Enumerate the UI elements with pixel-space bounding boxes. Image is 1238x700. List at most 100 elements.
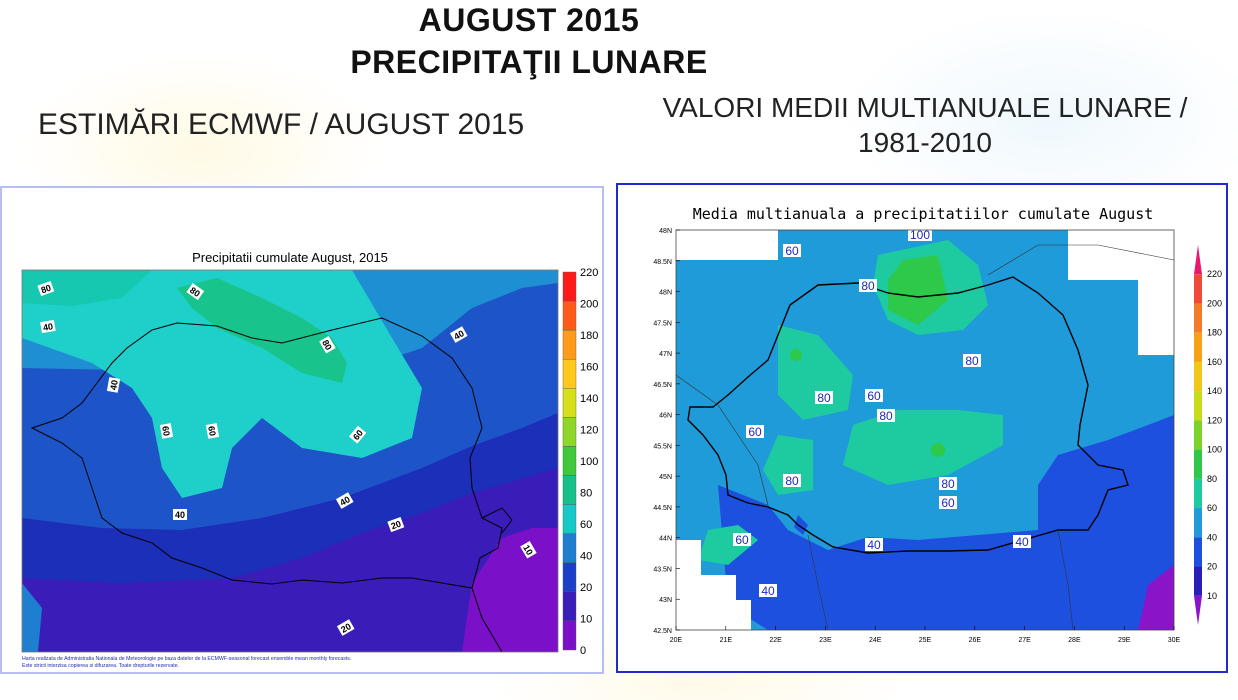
colorbar-label: 220 (580, 267, 598, 279)
page-title-line1: AUGUST 2015 (418, 2, 640, 38)
longitude-label: 28E (1068, 637, 1081, 644)
colorbar-label: 80 (580, 488, 592, 500)
colorbar-swatch (562, 591, 577, 622)
ecmwf-contour-labels: 80 80 40 40 40 60 80 60 60 40 40 20 10 2… (37, 280, 537, 636)
climatology-map-title: Media multianuala a precipitatiilor cumu… (693, 205, 1154, 223)
latitude-label: 45N (659, 474, 672, 481)
latitude-label: 48N (659, 290, 672, 297)
colorbar-label: 0 (580, 645, 586, 657)
colorbar-swatch (562, 359, 577, 389)
colorbar-label: 10 (1207, 591, 1217, 601)
colorbar-swatch (562, 329, 577, 360)
colorbar-swatch (1194, 478, 1202, 509)
contour-label: 60 (160, 425, 172, 437)
contour-label: 40 (42, 321, 54, 333)
contour-label: 60 (941, 496, 955, 510)
colorbar-label: 120 (580, 425, 598, 437)
contour-label: 40 (338, 494, 352, 508)
contour-label: 40 (108, 379, 120, 391)
colorbar-label: 100 (1207, 445, 1222, 455)
latitude-label: 43.5N (653, 566, 672, 573)
contour-label: 60 (867, 389, 881, 403)
colorbar-swatch (1194, 274, 1202, 304)
colorbar-label: 100 (580, 456, 598, 468)
ecmwf-footnote-line1: Harta realizata de Administratia Nationa… (22, 656, 351, 662)
contour-label: 80 (879, 409, 893, 423)
ecmwf-footnote-line2: Este stricti interzisa copierea si difuz… (22, 663, 179, 669)
contour-label: 20 (390, 519, 403, 532)
contour-label: 60 (206, 425, 218, 437)
contour-label: 40 (175, 510, 185, 520)
latitude-label: 42.5N (653, 628, 672, 635)
contour-label: 40 (452, 328, 466, 342)
contour-label: 80 (188, 285, 202, 299)
latitude-label: 44N (659, 536, 672, 543)
colorbar-label: 60 (580, 519, 592, 531)
colorbar-label: 180 (1207, 328, 1222, 338)
latitude-label: 46.5N (653, 382, 672, 389)
colorbar-label: 220 (1207, 269, 1222, 279)
colorbar-swatch (562, 475, 577, 505)
longitude-label: 22E (769, 637, 782, 644)
contour-label: 40 (1015, 535, 1029, 549)
ecmwf-map-title: Precipitatii cumulate August, 2015 (192, 250, 388, 265)
longitude-label: 24E (869, 637, 882, 644)
colorbar-label: 10 (580, 614, 592, 626)
climatology-map-panel: Media multianuala a precipitatiilor cumu… (616, 183, 1228, 673)
latitude-label: 48.5N (653, 259, 672, 266)
contour-label: 60 (735, 533, 749, 547)
colorbar-swatch (1194, 245, 1202, 275)
colorbar-swatch (1194, 566, 1202, 596)
colorbar-label: 200 (580, 299, 598, 311)
colorbar-label: 20 (580, 582, 592, 594)
longitude-label: 26E (969, 637, 982, 644)
contour-label: 40 (867, 538, 881, 552)
colorbar-label: 40 (1207, 532, 1217, 542)
ecmwf-map-field (22, 270, 558, 652)
colorbar-swatch (562, 533, 577, 563)
colorbar-swatch (562, 620, 577, 651)
colorbar-label: 20 (1207, 562, 1217, 572)
colorbar-swatch (562, 388, 577, 418)
contour-label: 80 (320, 338, 334, 352)
contour-label: 60 (748, 425, 762, 439)
latitude-label: 44.5N (653, 505, 672, 512)
colorbar-swatch (1194, 361, 1202, 392)
ecmwf-map-panel: Precipitatii cumulate August, 2015 80 80… (0, 186, 604, 674)
longitude-label: 21E (720, 637, 733, 644)
ecmwf-map-frame (21, 269, 559, 653)
colorbar-swatch (562, 504, 577, 534)
colorbar-label: 140 (1207, 386, 1222, 396)
colorbar-label: 80 (1207, 474, 1217, 484)
contour-label: 20 (339, 621, 353, 635)
colorbar-swatch (1194, 449, 1202, 479)
contour-label: 80 (817, 391, 831, 405)
longitude-label: 29E (1118, 637, 1131, 644)
colorbar-swatch (562, 271, 577, 302)
latitude-label: 47.5N (653, 320, 672, 327)
colorbar-swatch (1194, 537, 1202, 567)
contour-label: 60 (785, 244, 799, 258)
colorbar-swatch (1194, 508, 1202, 538)
colorbar-label: 160 (1207, 357, 1222, 367)
neighbor-borders (675, 244, 1175, 631)
colorbar-label: 120 (1207, 415, 1222, 425)
colorbar-swatch (562, 417, 577, 447)
romania-border-right (687, 276, 1129, 554)
colorbar-swatch (1194, 595, 1202, 625)
contour-label: 60 (351, 428, 365, 442)
contour-label: 80 (785, 474, 799, 488)
climatology-colorbar: 220 200 180 160 140 120 100 80 60 40 20 10 (1194, 245, 1222, 625)
contour-label: 10 (521, 543, 535, 557)
contour-label: 80 (861, 279, 875, 293)
colorbar-swatch (1194, 332, 1202, 362)
longitude-label: 27E (1018, 637, 1031, 644)
right-subtitle-line1: VALORI MEDII MULTIANUALE LUNARE / (662, 92, 1188, 123)
romania-border-left (30, 317, 513, 653)
contour-label: 80 (40, 283, 53, 296)
page-title-line2: PRECIPITAŢII LUNARE (350, 44, 708, 80)
latitude-label: 48N (659, 228, 672, 235)
longitude-axis-labels: 20E 21E 22E 23E 24E 25E 26E 27E 28E 29E 30E (670, 626, 1181, 644)
ecmwf-map-svg: Precipitatii cumulate August, 2015 80 80… (21, 250, 598, 669)
longitude-label: 30E (1168, 637, 1181, 644)
